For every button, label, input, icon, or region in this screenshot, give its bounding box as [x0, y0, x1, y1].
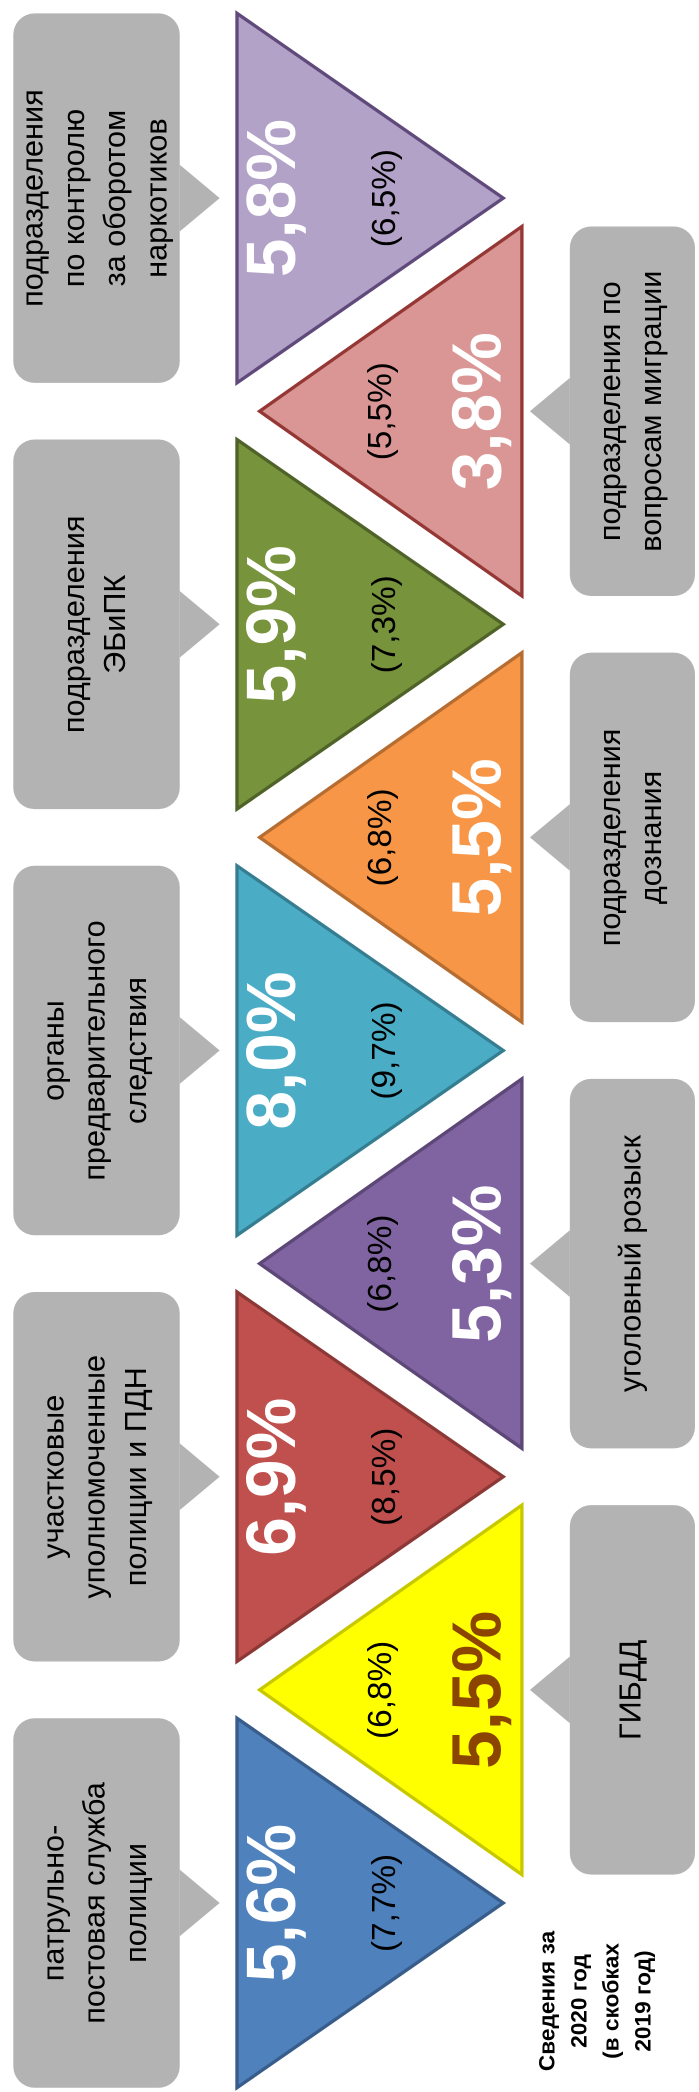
value: 5,8%	[232, 119, 310, 277]
previous-value: (5,5%)	[362, 362, 399, 460]
value: 6,9%	[232, 1398, 310, 1556]
previous-value: (6,5%)	[366, 149, 403, 247]
callout-pointer	[529, 1230, 570, 1297]
value: 3,8%	[437, 332, 515, 490]
category-label: патрульно-	[36, 1825, 70, 1982]
callout-box	[569, 1078, 695, 1449]
previous-value: (6,8%)	[362, 788, 399, 886]
previous-value: (7,7%)	[366, 1854, 403, 1952]
previous-value: (7,3%)	[366, 575, 403, 673]
category-label: следствия	[119, 977, 153, 1124]
category-label: участковые	[36, 1395, 70, 1559]
note: 2019 год)	[629, 1950, 655, 2051]
callout-box	[13, 1291, 180, 1662]
callout-pointer	[529, 377, 570, 445]
value: 5,5%	[437, 758, 515, 916]
value: 5,9%	[232, 545, 310, 703]
previous-value: (6,8%)	[362, 1641, 399, 1739]
callout-box	[13, 1718, 180, 2088]
category-label: уполномоченные	[78, 1355, 112, 1599]
callout-pointer	[529, 804, 570, 871]
callout-box	[569, 226, 695, 596]
triangle	[235, 1715, 507, 2091]
callout-pointer	[179, 164, 220, 232]
callout-box	[13, 439, 180, 810]
triangle	[235, 10, 507, 387]
previous-value: (6,8%)	[362, 1215, 399, 1313]
value: 5,6%	[232, 1824, 310, 1982]
callout-pointer	[179, 1443, 220, 1511]
category-label: полиции	[119, 1843, 153, 1963]
category-label: наркотиков	[140, 118, 174, 277]
category-label: дознания	[634, 771, 668, 904]
previous-value: (9,7%)	[366, 1001, 403, 1099]
triangle	[235, 436, 507, 813]
category-label: органы	[36, 1000, 70, 1101]
callout-pointer	[179, 1869, 220, 1937]
triangle	[235, 862, 507, 1239]
callout-pointer	[529, 1656, 570, 1724]
category-label: полиции и ПДН	[119, 1367, 153, 1586]
triangle	[256, 649, 524, 1026]
triangle	[256, 1075, 524, 1452]
note: 2020 год	[565, 1954, 591, 2048]
callout-box	[13, 13, 180, 383]
triangle	[256, 1501, 524, 1878]
category-label: по контролю	[57, 109, 91, 287]
category-label: за оборотом	[98, 110, 132, 287]
category-label: ГИБДД	[614, 1639, 648, 1740]
category-label: предварительного	[78, 920, 112, 1180]
category-label: постовая служба	[78, 1781, 112, 2024]
triangle	[256, 223, 524, 600]
callout-box	[13, 865, 180, 1236]
value: 5,5%	[437, 1611, 515, 1769]
callout-box	[569, 652, 695, 1023]
value: 8,0%	[232, 971, 310, 1129]
callout-pointer	[179, 590, 220, 658]
content: патрульно-постовая служба полиции 5,6% (7,7…	[13, 10, 695, 2091]
category-label: подразделения	[57, 516, 91, 734]
value: 5,3%	[437, 1185, 515, 1343]
category-label: подразделения	[593, 729, 627, 947]
category-label: подразделения	[16, 89, 50, 307]
category-label: вопросам миграции	[634, 271, 668, 552]
note: Сведения за	[534, 1930, 560, 2071]
callout-pointer	[179, 1017, 220, 1084]
note: (в скобках	[597, 1943, 623, 2059]
previous-value: (8,5%)	[366, 1428, 403, 1526]
triangle	[235, 1288, 507, 1665]
callout-box	[569, 1505, 695, 1875]
category-label: ЭБиПК	[98, 575, 132, 674]
category-label: уголовный розыск	[614, 1134, 648, 1392]
category-label: подразделения по	[593, 281, 627, 541]
